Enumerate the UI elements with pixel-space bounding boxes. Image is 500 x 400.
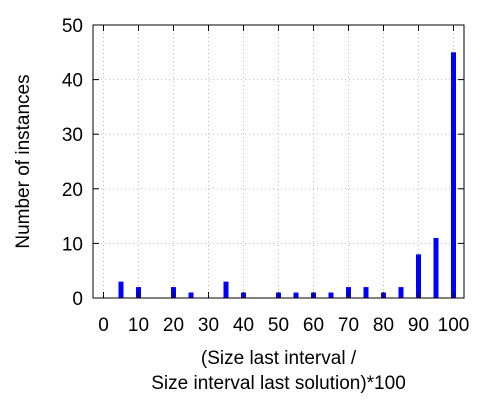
- ticks-layer: [93, 24, 464, 299]
- y-tick-label: 50: [62, 16, 83, 37]
- x-tick-label: 70: [338, 315, 359, 336]
- x-tick-label: 60: [303, 315, 324, 336]
- y-tick-label: 0: [72, 289, 83, 310]
- bar: [118, 281, 124, 298]
- y-tick-label: 40: [62, 71, 83, 92]
- grid-layer: [93, 25, 464, 298]
- x-tick-labels: 0 10 20 30 40 50 60 70 80 90 100: [98, 315, 469, 336]
- x-tick-label: 30: [198, 315, 219, 336]
- bar: [451, 52, 456, 298]
- x-tick-label: 10: [128, 315, 149, 336]
- x-tick-label: 0: [98, 315, 109, 336]
- x-tick-label: 50: [268, 315, 289, 336]
- y-axis-label: Number of instances: [13, 74, 34, 248]
- x-axis-label-line-1: (Size last interval /: [201, 348, 357, 369]
- bar: [293, 292, 299, 298]
- y-tick-label: 20: [62, 180, 83, 201]
- bar: [188, 292, 194, 298]
- bar: [433, 237, 439, 298]
- x-tick-label: 90: [408, 315, 429, 336]
- x-tick-label: 80: [373, 315, 394, 336]
- y-tick-label: 10: [62, 234, 83, 255]
- x-axis-label-line-2: Size interval last solution)*100: [151, 373, 406, 394]
- y-tick-labels: 0 10 20 30 40 50: [62, 16, 83, 310]
- y-tick-label: 30: [62, 125, 83, 146]
- x-tick-label: 20: [163, 315, 184, 336]
- bar: [328, 292, 334, 298]
- x-tick-label: 40: [233, 315, 254, 336]
- bar: [416, 254, 421, 298]
- bars-layer: [118, 52, 456, 298]
- bar: [398, 287, 404, 298]
- x-tick-label: 100: [438, 315, 470, 336]
- bar: [223, 281, 229, 298]
- bar: [363, 287, 369, 298]
